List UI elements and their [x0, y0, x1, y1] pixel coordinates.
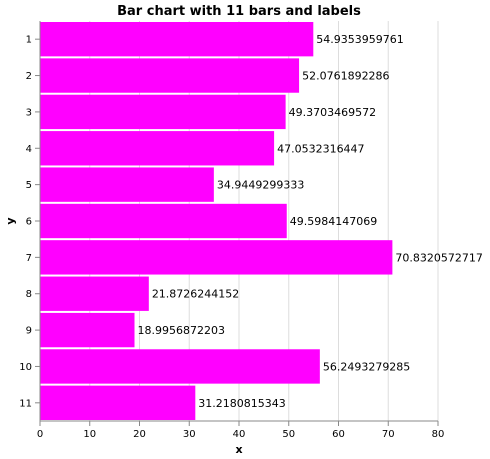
data-label-5: 34.9449299333	[217, 179, 304, 192]
data-label-8: 21.8726244152	[152, 288, 239, 301]
data-label-2: 52.0761892286	[302, 70, 389, 83]
x-tick-label-10: 10	[83, 429, 96, 440]
bar-10	[40, 349, 320, 384]
bar-4	[40, 131, 275, 166]
data-label-6: 49.5984147069	[290, 215, 377, 228]
data-label-4: 47.0532316447	[277, 142, 364, 155]
data-label-1: 54.9353959761	[316, 33, 403, 46]
bar-9	[40, 312, 135, 348]
x-tick-label-0: 0	[37, 429, 43, 440]
y-tick-label-11: 11	[19, 398, 32, 409]
y-tick-label-6: 6	[26, 217, 32, 228]
data-label-7: 70.8320572717	[395, 251, 482, 264]
data-labels: 54.9353959761 52.0761892286 49.3703469572 4…	[138, 33, 483, 410]
x-tick-label-20: 20	[133, 429, 146, 440]
data-label-9: 18.9956872203	[138, 324, 225, 337]
bar-2	[40, 58, 300, 93]
chart-title: Bar chart with 11 bars and labels	[117, 4, 361, 19]
y-tick-label-3: 3	[26, 107, 32, 118]
axes: 1 2 3 4 5 6 7 8 9 10 11 0 10 20 30 40 50 60 70 80	[19, 21, 444, 440]
y-tick-label-9: 9	[26, 326, 32, 337]
x-axis-title: x	[235, 443, 242, 456]
bar-6	[40, 203, 287, 239]
data-label-10: 56.2493279285	[323, 360, 410, 373]
y-axis-title: y	[4, 217, 17, 224]
y-tick-label-4: 4	[26, 144, 32, 155]
data-label-3: 49.3703469572	[289, 106, 376, 119]
y-tick-label-5: 5	[26, 180, 32, 191]
bar-1	[40, 22, 314, 57]
x-tick-label-70: 70	[382, 429, 395, 440]
x-tick-label-80: 80	[432, 429, 445, 440]
bar-7	[40, 240, 393, 275]
bar-3	[40, 94, 286, 130]
y-tick-label-8: 8	[26, 289, 32, 300]
data-label-11: 31.2180815343	[198, 397, 285, 410]
y-tick-label-2: 2	[26, 71, 32, 82]
x-tick-label-30: 30	[183, 429, 196, 440]
y-tick-label-1: 1	[26, 35, 32, 46]
x-tick-label-50: 50	[282, 429, 295, 440]
bars	[40, 22, 393, 420]
bar-8	[40, 276, 149, 311]
y-tick-label-7: 7	[26, 253, 32, 264]
bar-11	[40, 385, 196, 420]
y-tick-label-10: 10	[19, 362, 32, 373]
x-tick-label-60: 60	[332, 429, 345, 440]
bar-5	[40, 167, 214, 202]
x-tick-label-40: 40	[233, 429, 246, 440]
